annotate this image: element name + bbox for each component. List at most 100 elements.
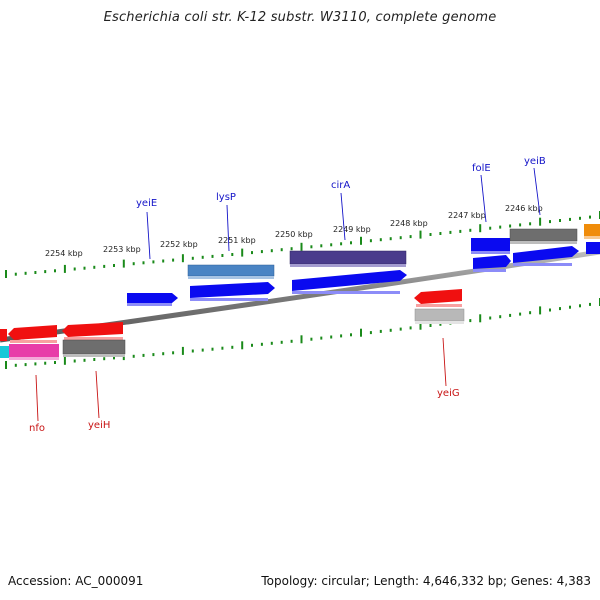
outer-minor-tick — [379, 238, 382, 242]
gene-label-cira[interactable]: cirA — [331, 180, 350, 191]
inner-minor-tick — [290, 339, 293, 343]
outer-minor-tick — [54, 269, 56, 273]
gene-label-yeie[interactable]: yeiE — [136, 198, 157, 209]
gene-arrow-lysp[interactable] — [190, 282, 275, 298]
cds-feature-cira[interactable] — [289, 250, 407, 265]
cds-feature-orange-highlight — [584, 236, 600, 239]
scale-label-2247: 2247 kbp — [448, 211, 486, 220]
inner-major-tick — [63, 356, 66, 365]
outer-major-tick — [63, 264, 66, 273]
gene-label-lysp[interactable]: lysP — [216, 192, 236, 203]
outer-minor-tick — [459, 229, 462, 233]
inner-minor-tick — [469, 319, 472, 323]
outer-major-tick — [122, 259, 125, 268]
inner-minor-tick — [103, 357, 106, 361]
outer-minor-tick — [589, 215, 591, 219]
inner-minor-tick — [529, 311, 532, 315]
outer-major-tick — [419, 230, 422, 239]
gene-label-fole[interactable]: folE — [472, 163, 491, 174]
genome-summary: Topology: circular; Length: 4,646,332 bp… — [261, 574, 591, 588]
inner-minor-tick — [152, 353, 155, 357]
gene-label-yeih[interactable]: yeiH — [88, 420, 110, 431]
inner-minor-tick — [260, 342, 263, 346]
gene-arrow-yeig-highlight — [416, 304, 462, 307]
inner-minor-tick — [330, 335, 333, 339]
leader-yeib — [533, 167, 541, 216]
inner-minor-tick — [34, 362, 37, 366]
cds-feature-yeib[interactable] — [509, 228, 578, 242]
gene-arrow-yeih[interactable] — [62, 322, 123, 337]
outer-minor-tick — [280, 248, 283, 252]
outer-minor-tick — [162, 259, 165, 263]
outer-minor-tick — [449, 230, 452, 234]
inner-minor-tick — [429, 324, 432, 327]
inner-minor-tick — [439, 322, 442, 326]
gene-arrow-nfo[interactable] — [8, 325, 57, 340]
inner-minor-tick — [93, 358, 96, 361]
gene-feature-fole-outer[interactable] — [471, 238, 510, 251]
leader-fole — [480, 174, 487, 223]
cds-feature-yeig[interactable] — [414, 308, 465, 322]
outer-minor-tick — [369, 239, 372, 243]
inner-minor-tick — [270, 341, 273, 345]
outer-minor-tick — [509, 224, 512, 228]
outer-minor-tick — [469, 228, 472, 232]
gene-arrow-lysp-highlight — [190, 298, 268, 301]
outer-minor-tick — [132, 262, 135, 266]
inner-minor-tick — [310, 337, 313, 341]
outer-major-tick — [300, 242, 303, 251]
scale-label-2249: 2249 kbp — [333, 225, 371, 234]
gene-label-yeib[interactable]: yeiB — [524, 156, 546, 167]
gene-label-nfo[interactable]: nfo — [29, 423, 45, 434]
outer-minor-tick — [211, 254, 214, 258]
inner-minor-tick — [113, 356, 115, 360]
outer-minor-tick — [579, 216, 581, 220]
outer-major-tick — [360, 236, 362, 245]
inner-minor-tick — [162, 352, 165, 356]
outer-minor-tick — [529, 222, 532, 226]
gene-arrow-yeib[interactable] — [513, 246, 579, 263]
inner-minor-tick — [350, 333, 352, 337]
cds-feature-lysp[interactable] — [187, 264, 275, 277]
outer-major-tick — [241, 248, 244, 257]
gene-feature-fole-outer-highlight — [471, 251, 510, 254]
outer-major-tick — [5, 270, 7, 278]
gene-arrow-yeie[interactable] — [127, 293, 178, 303]
scale-label-2246: 2246 kbp — [505, 204, 543, 213]
gene-arrow-yeig[interactable] — [414, 289, 462, 304]
outer-minor-tick — [310, 245, 313, 249]
inner-major-tick — [181, 346, 184, 355]
gene-arrow-fole-highlight — [473, 269, 506, 272]
inner-minor-tick — [142, 353, 145, 357]
gene-arrow-next[interactable] — [586, 242, 600, 254]
leader-cira — [340, 192, 346, 241]
outer-minor-tick — [14, 272, 17, 276]
inner-minor-tick — [54, 361, 56, 364]
outer-minor-tick — [251, 251, 253, 255]
inner-minor-tick — [509, 313, 512, 317]
gene-arrow-cira[interactable] — [292, 270, 407, 291]
cds-feature-cyan[interactable] — [0, 346, 9, 358]
cds-feature-yeih[interactable] — [62, 339, 126, 355]
scale-label-2254: 2254 kbp — [45, 249, 83, 258]
outer-minor-tick — [270, 249, 273, 253]
gene-arrow-nfo-highlight — [10, 340, 57, 343]
outer-minor-tick — [569, 217, 571, 221]
outer-minor-tick — [44, 270, 47, 274]
inner-minor-tick — [379, 329, 382, 333]
gene-arrow-left-edge[interactable] — [0, 329, 7, 341]
gene-arrow-fole[interactable] — [473, 255, 511, 269]
gene-label-yeig[interactable]: yeiG — [437, 388, 460, 399]
inner-minor-tick — [24, 363, 27, 367]
inner-minor-tick — [280, 340, 283, 344]
cds-feature-orange[interactable] — [584, 224, 600, 236]
inner-major-tick — [360, 328, 362, 337]
inner-minor-tick — [221, 346, 224, 350]
cds-feature-nfo[interactable] — [9, 344, 59, 357]
outer-minor-tick — [231, 253, 234, 256]
outer-minor-tick — [142, 261, 145, 265]
cds-feature-yeih-highlight — [63, 354, 125, 357]
outer-major-tick — [539, 217, 542, 226]
